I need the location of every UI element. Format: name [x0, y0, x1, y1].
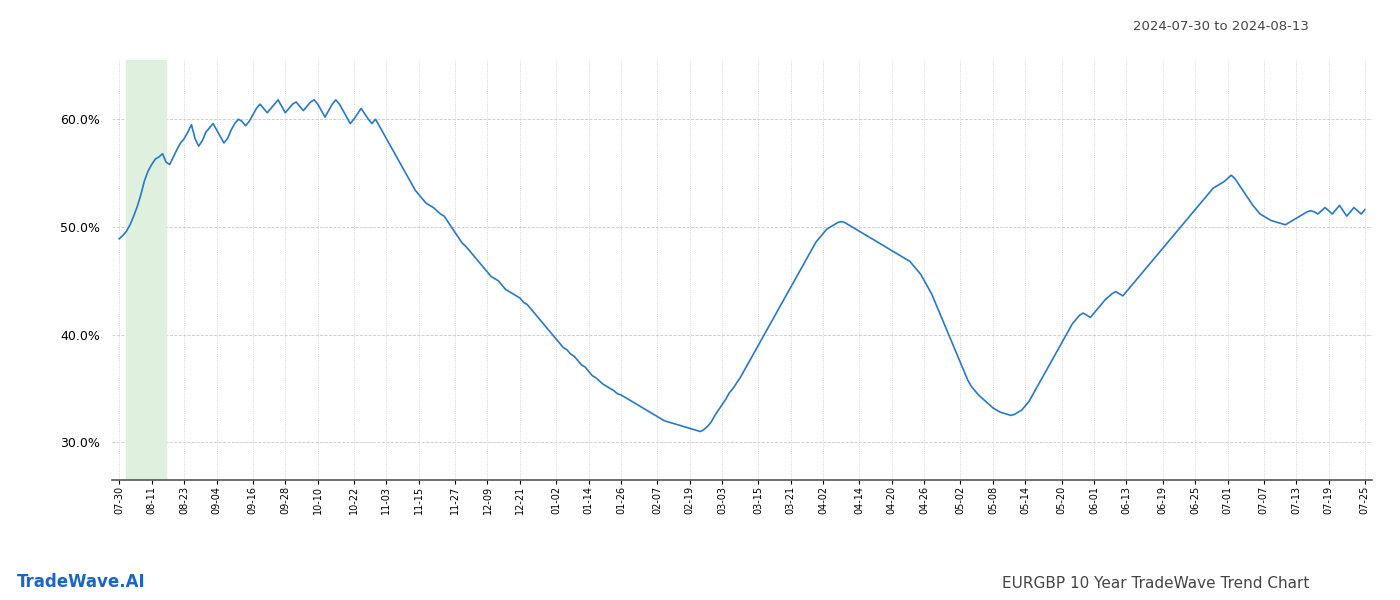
Text: EURGBP 10 Year TradeWave Trend Chart: EURGBP 10 Year TradeWave Trend Chart	[1001, 576, 1309, 591]
Bar	[126, 60, 167, 480]
Text: TradeWave.AI: TradeWave.AI	[17, 573, 146, 591]
Text: 2024-07-30 to 2024-08-13: 2024-07-30 to 2024-08-13	[1133, 20, 1309, 33]
